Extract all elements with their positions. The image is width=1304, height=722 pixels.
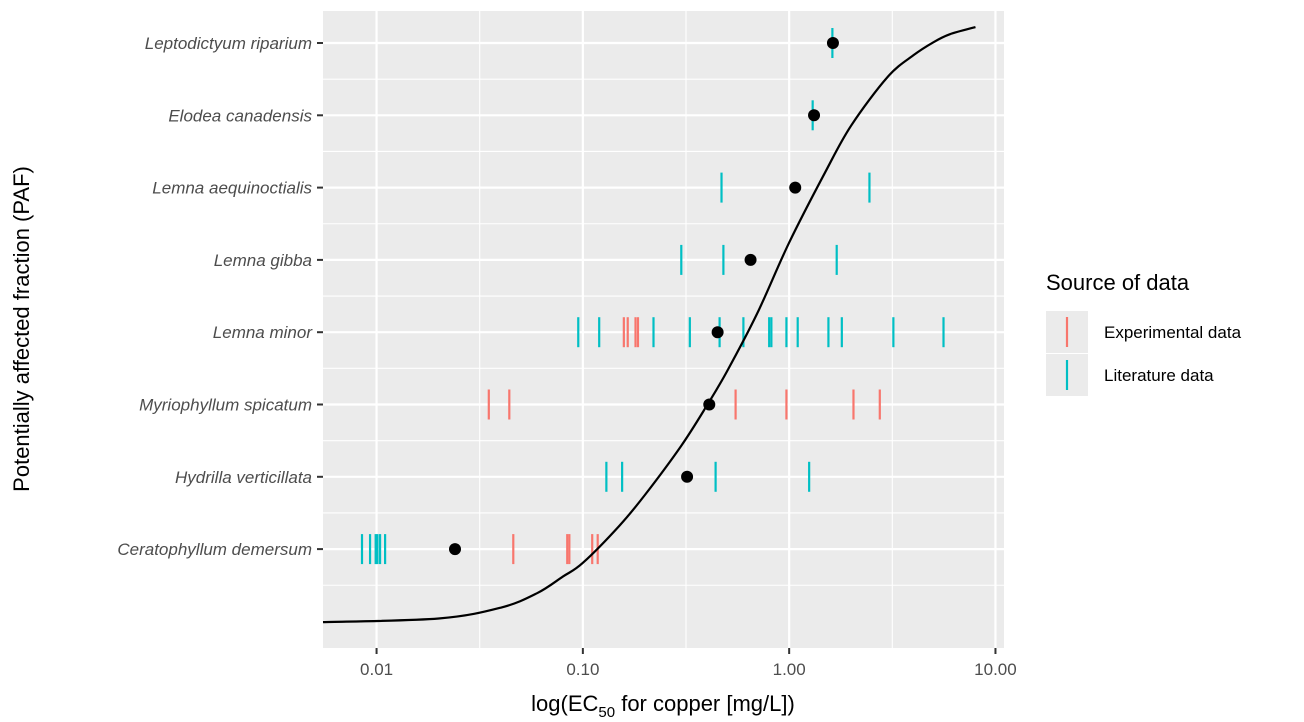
species-mean-point xyxy=(681,470,694,483)
y-tick-label: Elodea canadensis xyxy=(168,106,312,125)
y-tick-label: Lemna aequinoctialis xyxy=(152,179,312,198)
y-axis-title: Potentially affected fraction (PAF) xyxy=(9,166,34,492)
legend-title: Source of data xyxy=(1046,270,1190,295)
x-axis-title-suffix: for copper [mg/L]) xyxy=(615,691,795,716)
plot-panel xyxy=(323,11,1004,648)
y-tick-label: Myriophyllum spicatum xyxy=(139,396,312,415)
x-axis: 0.01 0.10 1.00 10.00 xyxy=(360,648,1017,679)
species-mean-point xyxy=(808,109,821,122)
species-mean-point xyxy=(711,326,724,339)
legend: Source of data Experimental data Literatu… xyxy=(1046,270,1242,396)
fitted-curve xyxy=(322,26,976,624)
y-tick-label: Lemna gibba xyxy=(214,251,312,270)
x-tick-label: 10.00 xyxy=(974,660,1017,679)
legend-label: Literature data xyxy=(1104,366,1214,385)
species-mean-point xyxy=(789,181,802,194)
x-axis-title-sub: 50 xyxy=(598,704,615,721)
x-tick-label: 0.01 xyxy=(360,660,393,679)
y-axis: Ceratophyllum demersum Hydrilla verticill… xyxy=(117,34,323,559)
data-marks xyxy=(360,28,945,565)
legend-label: Experimental data xyxy=(1104,323,1242,342)
y-tick-label: Ceratophyllum demersum xyxy=(117,540,312,559)
x-tick-label: 1.00 xyxy=(773,660,806,679)
species-mean-point xyxy=(744,253,757,266)
x-axis-title: log(EC50 for copper [mg/L]) xyxy=(531,691,795,721)
x-axis-title-prefix: log(EC xyxy=(531,691,598,716)
species-mean-point xyxy=(449,543,462,556)
fitted-curve-group xyxy=(322,26,976,624)
grid xyxy=(323,11,1004,648)
y-tick-label: Leptodictyum riparium xyxy=(145,34,312,53)
species-mean-point xyxy=(826,37,839,49)
y-tick-label: Lemna minor xyxy=(213,323,314,342)
y-tick-label: Hydrilla verticillata xyxy=(175,468,312,487)
x-tick-label: 0.10 xyxy=(566,660,599,679)
